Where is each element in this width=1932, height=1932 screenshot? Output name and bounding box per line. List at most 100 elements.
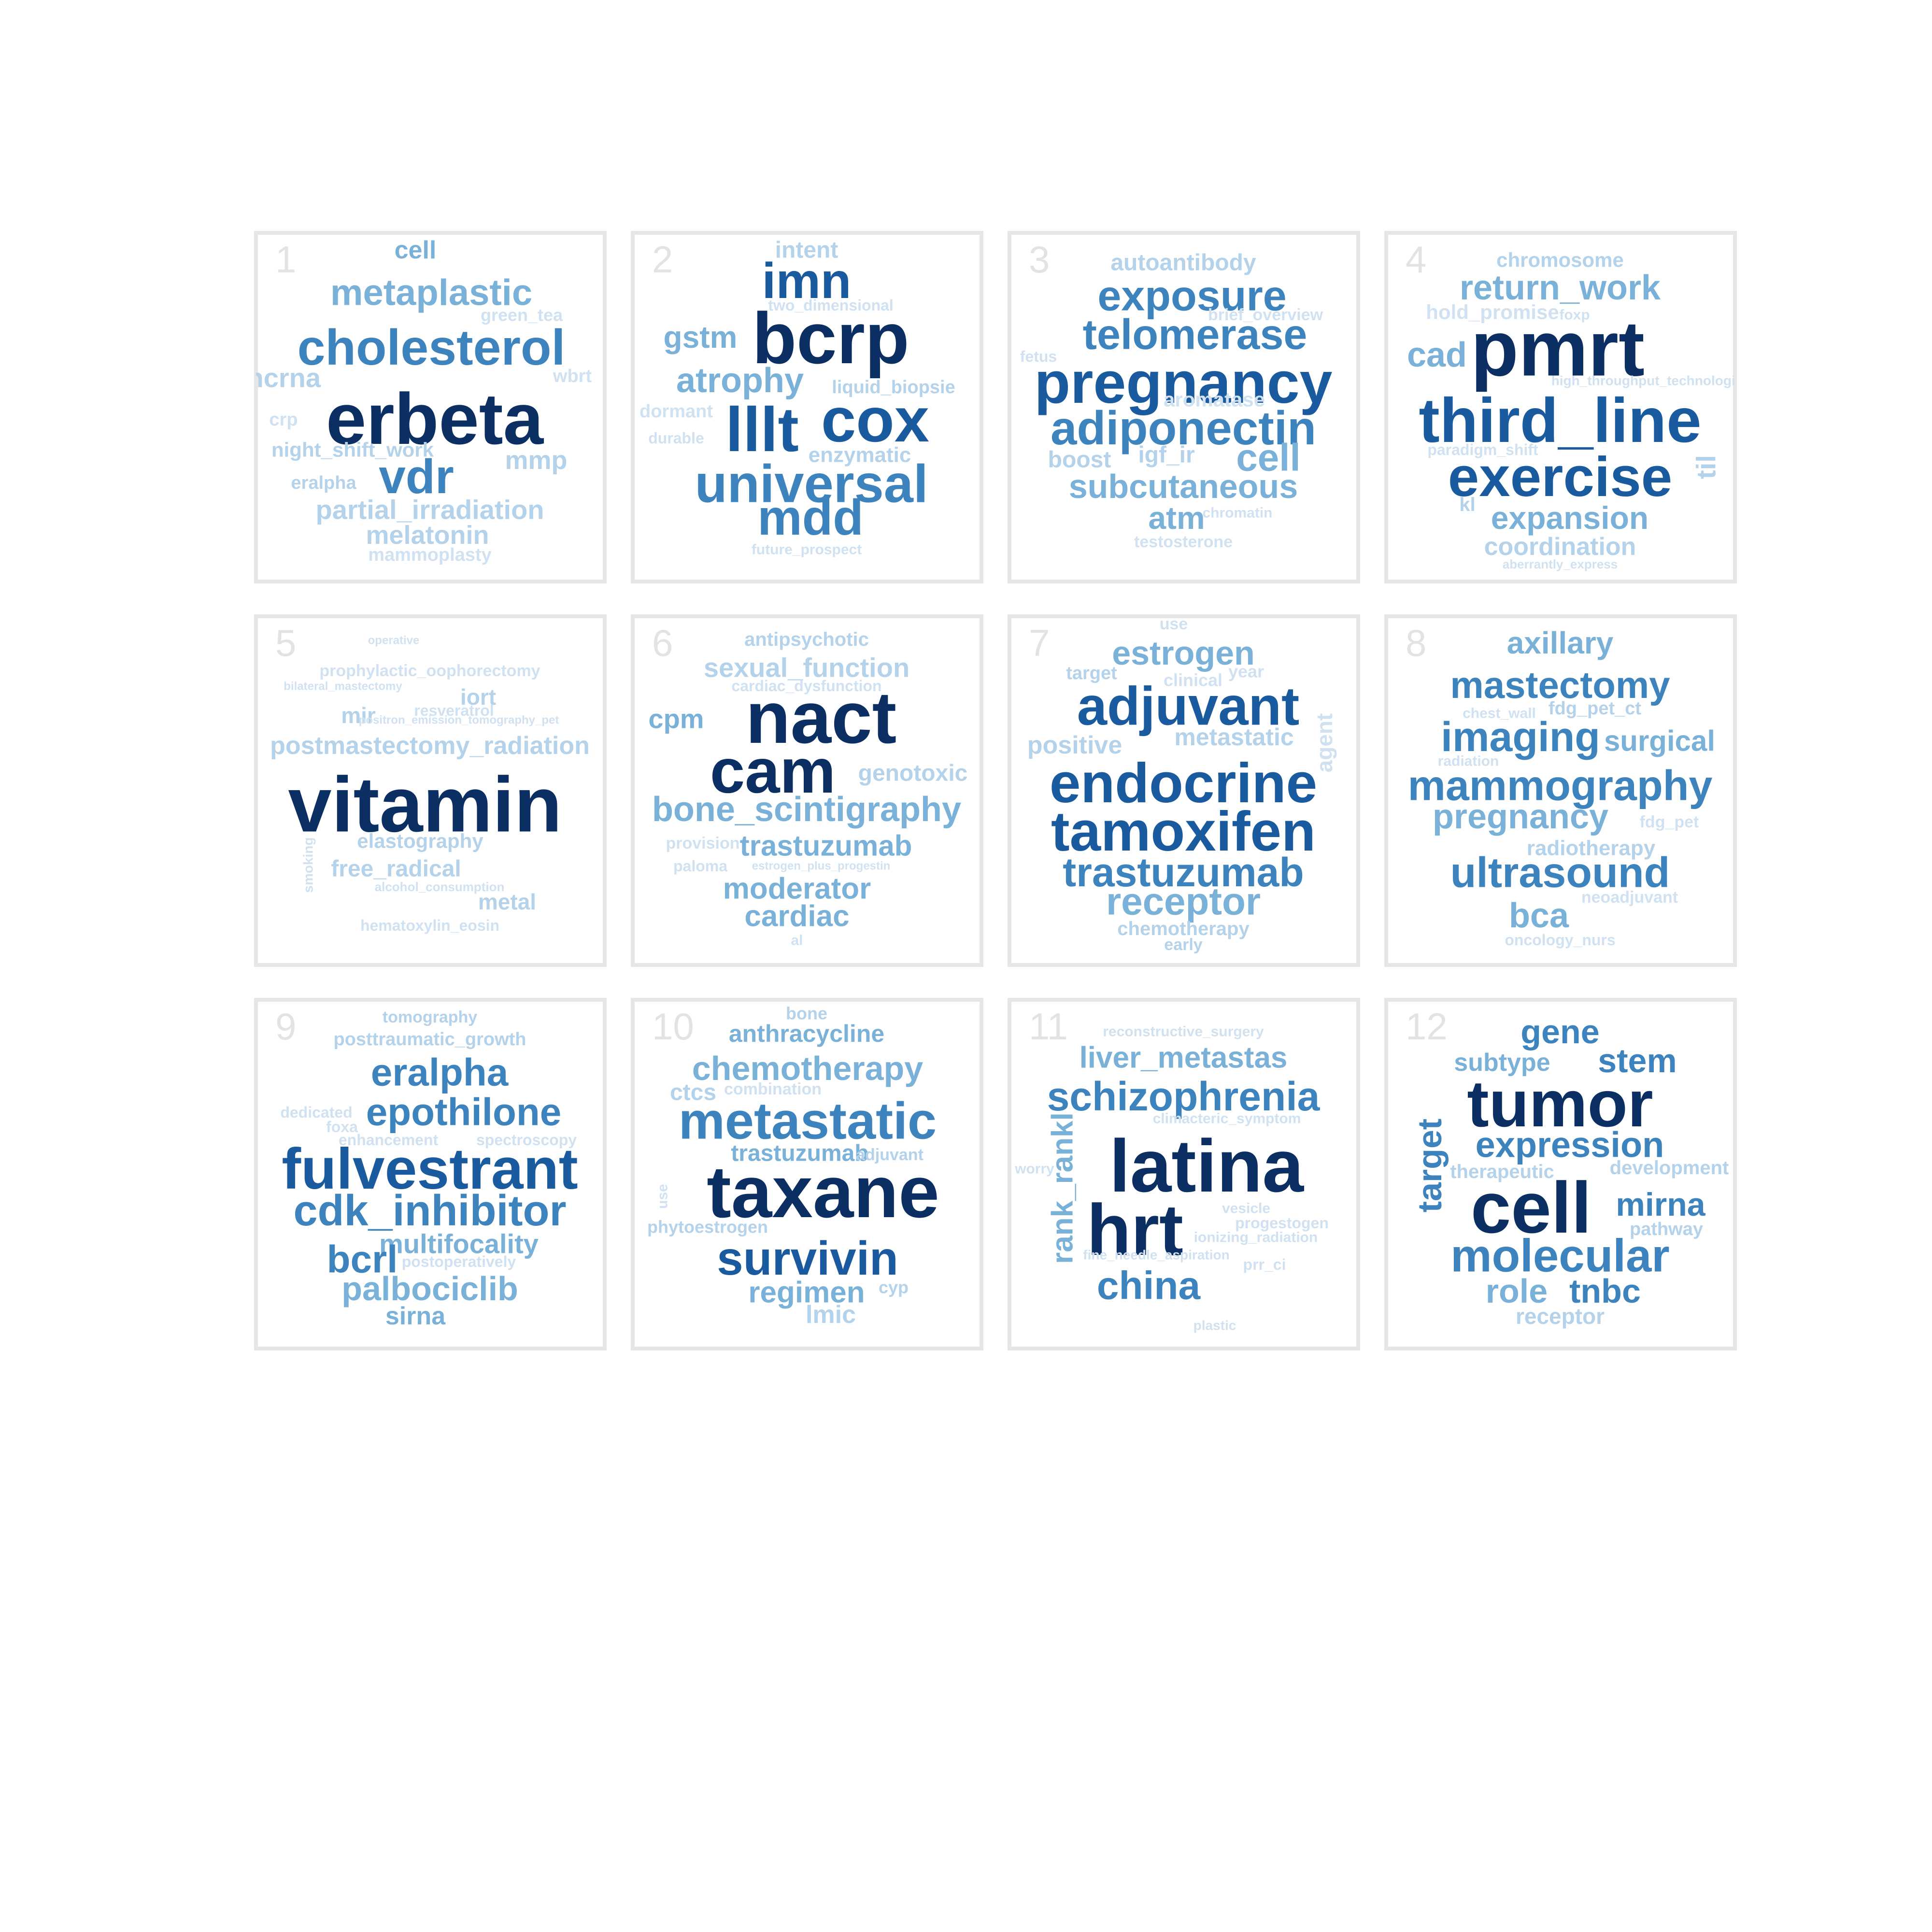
word: early — [1164, 936, 1202, 954]
word: tamoxifen — [1051, 800, 1316, 863]
word: estrogen_plus_progestin — [752, 860, 891, 873]
word: pathway — [1630, 1219, 1703, 1239]
panel-frame — [1384, 614, 1737, 967]
word: bcrl — [327, 1238, 398, 1281]
word: vitamin — [288, 761, 562, 849]
word: posttraumatic_growth — [333, 1029, 526, 1050]
word: foxa — [326, 1118, 358, 1136]
word: al — [791, 933, 803, 949]
word: subcutaneous — [1069, 468, 1298, 505]
word: combination — [724, 1080, 822, 1098]
word: cardiac — [744, 900, 849, 933]
panel-frame — [631, 998, 983, 1350]
word: liver_metastas — [1080, 1041, 1288, 1075]
word: adiponectin — [1051, 401, 1316, 455]
panel-number: 11 — [1029, 1005, 1068, 1048]
word: wbrt — [553, 366, 592, 386]
word: durable — [648, 429, 704, 447]
word: molecular — [1450, 1230, 1670, 1282]
word: cpm — [648, 704, 704, 734]
word: fdg_pet_ct — [1548, 698, 1641, 719]
word: green_tea — [481, 305, 563, 325]
word: dormant — [639, 401, 713, 422]
word: prophylactic_oophorectomy — [319, 662, 540, 680]
word: fine_needle_aspiration — [1083, 1248, 1229, 1263]
word: ctcs — [670, 1080, 716, 1106]
word: intent — [775, 238, 838, 263]
word: exercise — [1448, 445, 1672, 508]
word: worry — [1014, 1161, 1054, 1177]
word-list: antipsychotic sexual_functioncardiac_dysf… — [648, 629, 967, 949]
word: ultrasound — [1450, 849, 1670, 896]
word: crp — [269, 410, 298, 430]
word: year — [1228, 662, 1264, 682]
word: paloma — [673, 857, 727, 875]
word: elastography — [357, 830, 483, 852]
word: fdg_pet — [1640, 813, 1699, 831]
panel-frame — [1008, 998, 1360, 1350]
word: testosterone — [1134, 533, 1233, 551]
word: mir — [341, 703, 376, 728]
word: bone — [786, 1004, 827, 1023]
word-list: cell metaplasticgreen_teacholesterollncrn… — [240, 236, 592, 565]
word: mammography — [1408, 762, 1713, 810]
word: bilateral_mastectomy — [284, 680, 402, 693]
word: tumor — [1467, 1067, 1653, 1140]
word: smoking — [301, 837, 316, 893]
word: postoperatively — [402, 1253, 516, 1270]
panel-frame — [1008, 614, 1360, 967]
word: adjuvant — [856, 1146, 923, 1164]
word: iort — [460, 684, 496, 710]
word: til — [1691, 455, 1721, 479]
word: aberrantly_express — [1503, 557, 1618, 571]
word: surgical — [1604, 725, 1715, 757]
word: antipsychotic — [744, 629, 869, 650]
word: therapeutic — [1450, 1161, 1554, 1182]
word: multifocality — [379, 1229, 539, 1259]
word: vdr — [379, 450, 454, 504]
word: expansion — [1491, 500, 1648, 536]
word: trastuzumab — [731, 1141, 868, 1166]
word: survivin — [717, 1232, 898, 1285]
word: oncology_nurs — [1505, 931, 1615, 949]
panel-number: 12 — [1406, 1005, 1448, 1048]
word: mastectomy — [1450, 664, 1670, 706]
word: metastatic — [1174, 724, 1293, 751]
word: ionizing_radiation — [1194, 1230, 1318, 1246]
word: melatonin — [366, 521, 489, 550]
word: telomerase — [1083, 311, 1307, 358]
word: nact — [746, 677, 897, 759]
panel-number: 4 — [1406, 238, 1426, 281]
word: radiotherapy — [1527, 837, 1656, 860]
word-cloud-panel-1: 1 cell metaplasticgreen_teacholesterollncr… — [240, 231, 607, 583]
panel-frame — [1384, 231, 1737, 583]
word: latina — [1109, 1124, 1305, 1208]
word: lllt — [725, 394, 799, 465]
word: positron_emission_tomography_pet — [359, 714, 559, 727]
word: neoadjuvant — [1581, 888, 1678, 907]
word: clinical — [1164, 670, 1222, 690]
word: tomography — [383, 1008, 478, 1026]
word: mmp — [505, 446, 567, 475]
word: paradigm_shift — [1427, 441, 1538, 458]
word: target — [1066, 663, 1117, 683]
word: china — [1097, 1264, 1201, 1308]
word-cloud-panel-5: 5 operative prophylactic_oophorectomybilat… — [254, 614, 607, 967]
word: erbeta — [326, 378, 544, 459]
word: mdd — [757, 490, 864, 546]
word: mammoplasty — [368, 545, 492, 565]
word: lncrna — [240, 363, 321, 393]
word: enzymatic — [809, 443, 911, 467]
word: atrophy — [676, 361, 804, 400]
word: night_shift_work — [271, 439, 434, 461]
word: imaging — [1441, 714, 1600, 760]
word: cdk_inhibitor — [293, 1187, 566, 1235]
word: sexual_function — [704, 653, 909, 683]
word: cardiac_dysfunction — [731, 677, 881, 695]
